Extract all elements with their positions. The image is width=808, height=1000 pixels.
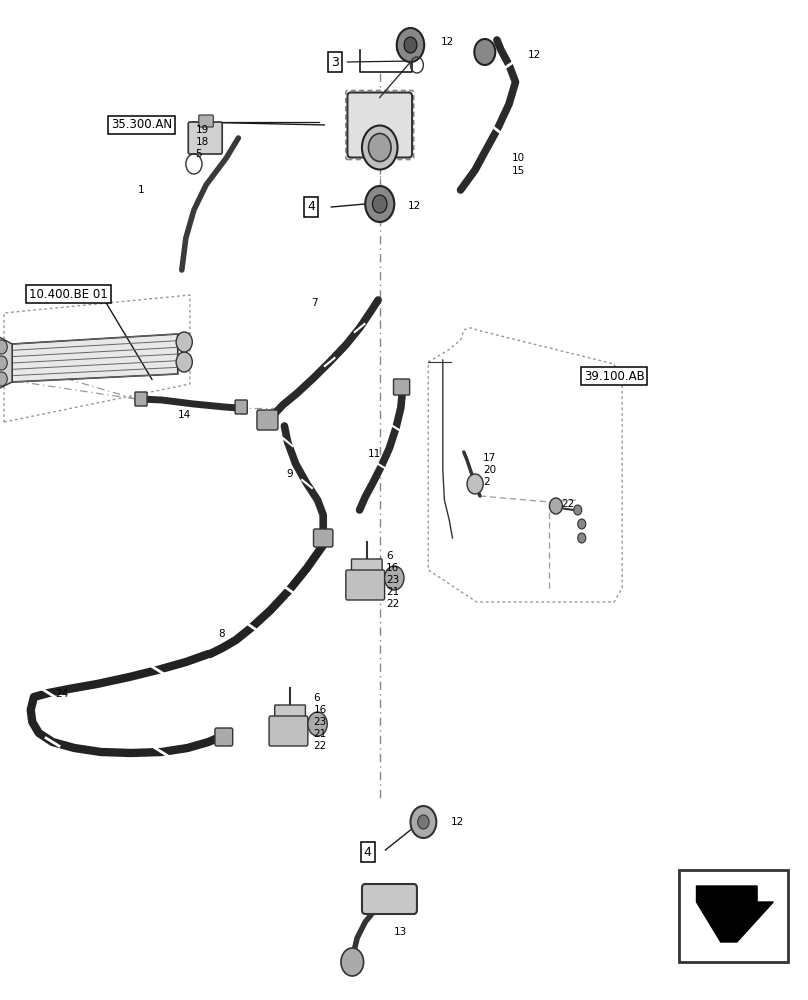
Text: 24: 24 — [55, 689, 68, 699]
Circle shape — [385, 566, 404, 590]
Text: 13: 13 — [394, 927, 407, 937]
Polygon shape — [12, 334, 178, 382]
Text: 4: 4 — [364, 846, 372, 858]
Text: 18: 18 — [196, 137, 208, 147]
Text: 19: 19 — [196, 125, 208, 135]
Text: 2: 2 — [483, 477, 490, 487]
Text: 16: 16 — [386, 563, 399, 573]
Circle shape — [0, 372, 7, 386]
Circle shape — [176, 332, 192, 352]
Text: 6: 6 — [314, 693, 320, 703]
Circle shape — [0, 340, 7, 354]
Circle shape — [368, 133, 391, 161]
Circle shape — [578, 533, 586, 543]
Text: 12: 12 — [451, 817, 464, 827]
FancyBboxPatch shape — [314, 529, 333, 547]
Text: 17: 17 — [483, 453, 496, 463]
Polygon shape — [0, 333, 12, 392]
Circle shape — [341, 948, 364, 976]
Circle shape — [404, 37, 417, 53]
Text: 7: 7 — [311, 298, 318, 308]
FancyBboxPatch shape — [135, 392, 147, 406]
Text: 5: 5 — [196, 149, 202, 159]
Text: 1: 1 — [137, 185, 144, 195]
Text: 35.300.AN: 35.300.AN — [111, 118, 172, 131]
FancyBboxPatch shape — [346, 570, 385, 600]
FancyBboxPatch shape — [199, 115, 213, 127]
Circle shape — [410, 806, 436, 838]
FancyBboxPatch shape — [347, 93, 412, 157]
Text: 14: 14 — [178, 410, 191, 420]
Circle shape — [176, 352, 192, 372]
Text: 16: 16 — [314, 705, 326, 715]
Circle shape — [397, 28, 424, 62]
Text: 6: 6 — [386, 551, 393, 561]
Text: 22: 22 — [562, 499, 574, 509]
Text: 23: 23 — [314, 717, 326, 727]
Text: 9: 9 — [287, 469, 293, 479]
Text: 4: 4 — [307, 200, 315, 214]
Circle shape — [574, 505, 582, 515]
Text: 21: 21 — [386, 587, 399, 597]
FancyBboxPatch shape — [215, 728, 233, 746]
Text: 22: 22 — [386, 599, 399, 609]
Circle shape — [578, 519, 586, 529]
Text: 8: 8 — [218, 629, 225, 639]
Circle shape — [362, 125, 398, 169]
Circle shape — [418, 815, 429, 829]
Text: 23: 23 — [386, 575, 399, 585]
Circle shape — [308, 712, 327, 736]
Bar — [679, 870, 788, 962]
Text: 21: 21 — [314, 729, 326, 739]
Text: 12: 12 — [440, 37, 453, 47]
Text: 39.100.AB: 39.100.AB — [583, 369, 645, 382]
Text: 12: 12 — [528, 50, 541, 60]
FancyBboxPatch shape — [362, 884, 417, 914]
Circle shape — [467, 474, 483, 494]
Circle shape — [0, 356, 7, 370]
FancyBboxPatch shape — [351, 559, 382, 571]
Text: 11: 11 — [368, 449, 381, 459]
Circle shape — [549, 498, 562, 514]
Text: 3: 3 — [331, 55, 339, 68]
Polygon shape — [696, 886, 773, 942]
Circle shape — [372, 195, 387, 213]
Circle shape — [474, 39, 495, 65]
FancyBboxPatch shape — [269, 716, 308, 746]
FancyBboxPatch shape — [257, 410, 278, 430]
Text: 10: 10 — [511, 153, 524, 163]
FancyBboxPatch shape — [275, 705, 305, 717]
FancyBboxPatch shape — [188, 122, 222, 154]
Circle shape — [365, 186, 394, 222]
FancyBboxPatch shape — [393, 379, 410, 395]
FancyBboxPatch shape — [235, 400, 247, 414]
Text: 22: 22 — [314, 741, 326, 751]
Text: 10.400.BE 01: 10.400.BE 01 — [29, 288, 108, 300]
Text: 15: 15 — [511, 166, 524, 176]
Text: 12: 12 — [408, 201, 421, 211]
Text: 20: 20 — [483, 465, 496, 475]
